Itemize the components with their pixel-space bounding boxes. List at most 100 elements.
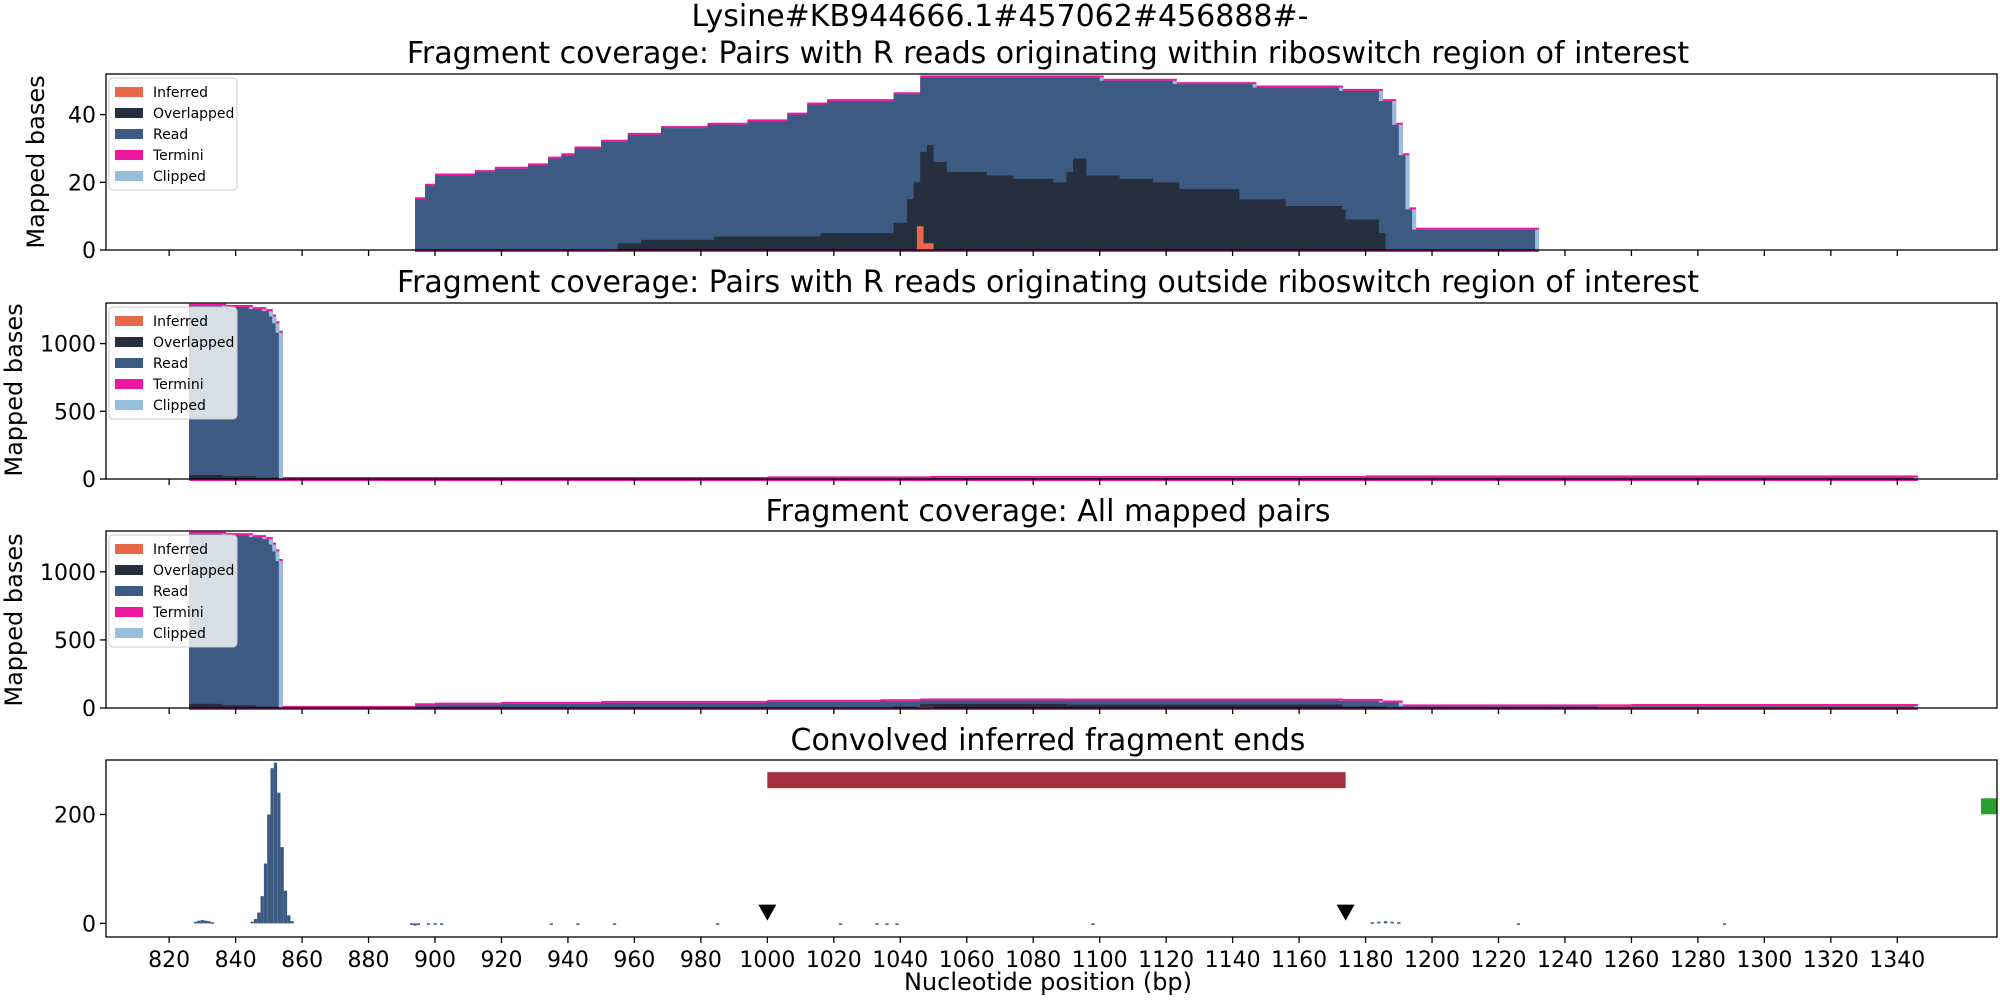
legend-label: Overlapped: [153, 335, 234, 351]
y-tick-label: 200: [54, 803, 96, 828]
bar: [263, 863, 268, 924]
axes-frame: [105, 73, 1998, 251]
x-tick-label: 1080: [1005, 948, 1061, 973]
x-tick-label: 880: [348, 948, 390, 973]
x-tick-label: 1300: [1736, 948, 1792, 973]
y-tick-label: 500: [54, 629, 96, 654]
plot-area: 0 20 40: [68, 73, 1998, 264]
x-tick-label: 1160: [1271, 948, 1327, 973]
panel-title: Fragment coverage: Pairs with R reads or…: [407, 36, 1690, 71]
bar: [875, 923, 879, 925]
series-overlapped-area: [189, 703, 1386, 708]
bar: [253, 919, 258, 924]
x-axis-label: Nucleotide position (bp): [904, 968, 1192, 996]
series-overlapped-area: [617, 145, 1386, 250]
legend-swatch-clipped: [115, 171, 143, 181]
series-read-area: [189, 533, 1914, 708]
x-tick-label: 1180: [1338, 948, 1394, 973]
x-tick-label: 820: [148, 948, 190, 973]
x-tick-label: 1040: [872, 948, 928, 973]
legend-label: Clipped: [153, 626, 206, 642]
bar: [270, 768, 274, 924]
bar: [267, 814, 271, 924]
bar: [277, 792, 281, 924]
x-tick-label: 860: [281, 948, 323, 973]
plot-area: 0 500 1000: [40, 530, 1998, 722]
x-tick-label: 1000: [739, 948, 795, 973]
x-tick-label: 1280: [1670, 948, 1726, 973]
y-tick-label: 40: [68, 104, 96, 129]
bar: [576, 923, 580, 925]
end-marker: [1981, 798, 1997, 815]
panel-outside-region: Fragment coverage: Pairs with R reads or…: [0, 265, 1998, 493]
bar: [1397, 922, 1401, 924]
bar: [283, 890, 288, 924]
x-tick-label: 960: [613, 948, 655, 973]
bar: [838, 923, 843, 925]
legend-swatch-inferred: [115, 316, 143, 326]
x-tick-label: 1320: [1803, 948, 1859, 973]
x-tick-label: 920: [480, 948, 522, 973]
legend-swatch-overlapped: [115, 565, 143, 575]
series-clipped-area: [193, 305, 1918, 479]
y-tick-label: 1000: [40, 561, 96, 586]
x-tick-label: 1120: [1138, 948, 1194, 973]
x-tick-label: 1100: [1072, 948, 1128, 973]
y-tick-label: 0: [82, 912, 96, 937]
legend-swatch-read: [115, 358, 143, 368]
bar: [895, 923, 899, 925]
legend-label: Termini: [152, 605, 204, 621]
legend-label: Overlapped: [153, 106, 234, 122]
bar: [250, 921, 254, 924]
region-bar: [767, 772, 1346, 789]
x-tick-label: 1200: [1404, 948, 1460, 973]
y-tick-label: 500: [54, 400, 96, 425]
legend-swatch-read: [115, 129, 143, 139]
legend-label: Clipped: [153, 398, 206, 414]
bar: [1091, 923, 1095, 926]
legend-label: Overlapped: [153, 563, 234, 579]
legend-swatch-clipped: [115, 628, 143, 638]
bar: [1370, 922, 1374, 924]
legend-label: Termini: [152, 148, 204, 164]
x-tick-label: 840: [215, 948, 257, 973]
panel-title: Fragment coverage: Pairs with R reads or…: [397, 265, 1699, 300]
bar: [204, 920, 208, 924]
bar: [885, 923, 889, 925]
panel-title: Convolved inferred fragment ends: [791, 723, 1306, 758]
bar: [413, 923, 417, 926]
bar: [410, 923, 414, 926]
series-termini-edge: [189, 303, 1918, 481]
legend-box: [108, 534, 238, 648]
bar: [439, 923, 444, 925]
legend-swatch-overlapped: [115, 108, 143, 118]
y-axis-label: Mapped bases: [0, 303, 28, 476]
legend: Inferred Overlapped Read Termini Clipped: [108, 306, 238, 420]
legend-swatch-read: [115, 586, 143, 596]
legend-swatch-inferred: [115, 544, 143, 554]
bar: [1377, 921, 1381, 924]
bar: [426, 923, 431, 925]
x-tick-label: 1140: [1205, 948, 1261, 973]
bar: [194, 921, 198, 924]
legend-swatch-inferred: [115, 87, 143, 97]
plot-area: 0 200: [54, 759, 1998, 938]
bar: [715, 923, 720, 925]
bar: [433, 923, 437, 925]
bar: [273, 762, 278, 924]
legend-label: Clipped: [153, 169, 206, 185]
position-marker: [1336, 904, 1355, 921]
y-tick-label: 20: [68, 171, 96, 196]
bar: [200, 920, 205, 924]
legend-label: Termini: [152, 377, 204, 393]
bar: [1390, 921, 1394, 924]
series-termini-edge: [189, 531, 1918, 710]
position-marker: [758, 904, 777, 921]
series-inferred-area: [916, 226, 934, 250]
legend: Inferred Overlapped Read Termini Clipped: [108, 534, 238, 648]
panel-convolved-ends: Convolved inferred fragment ends 0 200 82…: [54, 723, 1998, 996]
x-tick-label: 1340: [1869, 948, 1925, 973]
x-tick-label: 1060: [939, 948, 995, 973]
x-tick-label: 1260: [1603, 948, 1659, 973]
